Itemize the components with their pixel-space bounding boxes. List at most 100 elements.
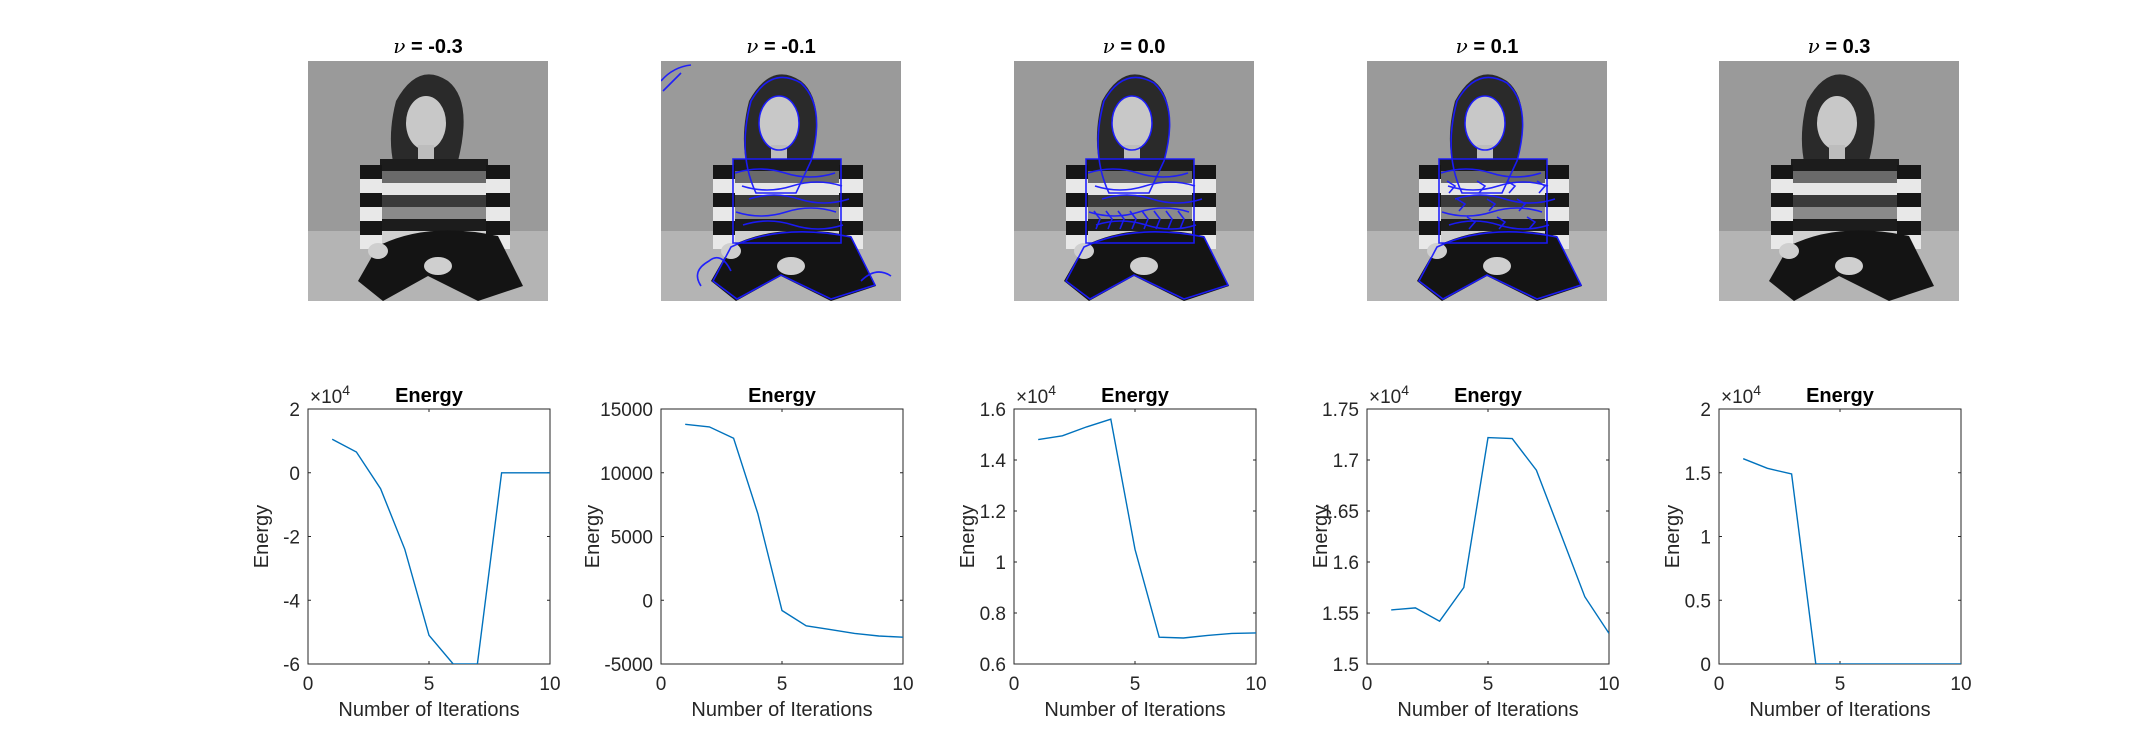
x-tick-label: 10 xyxy=(1950,674,1971,695)
photo-right-sleeve-stripe xyxy=(486,165,510,179)
photo-hand xyxy=(1779,243,1799,259)
plot-title: Energy xyxy=(1454,385,1523,407)
x-axis-label: Number of Iterations xyxy=(338,699,519,721)
photo-left-sleeve-stripe xyxy=(1066,165,1088,179)
segmentation-image-5 xyxy=(1719,61,1959,301)
y-tick-label: -6 xyxy=(283,655,300,676)
x-tick-label: 5 xyxy=(424,674,435,695)
photo-contours xyxy=(1064,76,1230,300)
y-axis-label: Energy xyxy=(1662,505,1684,568)
contour-stripe xyxy=(1448,220,1550,230)
x-axis-label: Number of Iterations xyxy=(1044,699,1225,721)
energy-line xyxy=(685,423,903,638)
contour-legs xyxy=(711,231,877,300)
photo-sweater-stripe xyxy=(733,171,841,183)
photo-left-sleeve-stripe xyxy=(1066,179,1088,193)
plot-title: Energy xyxy=(748,385,817,407)
photo-sweater-stripe xyxy=(1791,159,1899,171)
photo-sweater-stripe xyxy=(1086,171,1194,183)
plot-title: Energy xyxy=(1806,385,1875,407)
y-tick-label: 0.6 xyxy=(980,655,1006,676)
photo-left-sleeve-stripe xyxy=(1419,207,1441,221)
photo-left-sleeve-stripe xyxy=(360,179,382,193)
photo-face xyxy=(1817,96,1857,150)
photo-left-sleeve-stripe xyxy=(1771,165,1793,179)
photo-sweater-stripe xyxy=(1439,171,1547,183)
x-tick-label: 0 xyxy=(1362,674,1373,695)
y-axis-label: Energy xyxy=(251,505,273,568)
photo-face xyxy=(1465,96,1505,150)
photo-right-sleeve-stripe xyxy=(1545,221,1569,235)
y-tick-label: 10000 xyxy=(600,464,653,485)
contour-face xyxy=(758,95,800,151)
plot-axes-box xyxy=(1013,408,1257,665)
contour-sweater xyxy=(1438,158,1548,244)
y-tick-label: 15000 xyxy=(600,400,653,421)
contour-texture xyxy=(1105,210,1113,230)
photo-right-sleeve-stripe xyxy=(1545,179,1569,193)
y-tick-label: 1.6 xyxy=(980,400,1006,421)
y-tick-label: 1 xyxy=(1700,528,1711,549)
segmentation-image-4 xyxy=(1367,61,1607,301)
y-tick-label: 0.5 xyxy=(1685,591,1711,612)
photo-right-sleeve-stripe xyxy=(1192,165,1216,179)
photo-sweater-stripe xyxy=(380,207,488,219)
contour-legs xyxy=(1417,231,1583,300)
x-tick-label: 10 xyxy=(1598,674,1619,695)
photo-right-sleeve-stripe xyxy=(1897,221,1921,235)
energy-line xyxy=(1391,436,1609,634)
y-tick-label: 2 xyxy=(289,400,300,421)
segmentation-image-1 xyxy=(308,61,548,301)
y-tick-label: 1.5 xyxy=(1685,464,1711,485)
photo-contours xyxy=(1417,76,1583,300)
contour-face xyxy=(1464,95,1506,151)
photo-sweater-stripe xyxy=(1791,195,1899,207)
photo-left-sleeve-stripe xyxy=(1771,193,1793,207)
photo-right-sleeve-stripe xyxy=(486,193,510,207)
y-tick-label: 2 xyxy=(1700,400,1711,421)
photo-right-sleeve-stripe xyxy=(1192,221,1216,235)
photo-left-sleeve-stripe xyxy=(713,221,735,235)
photo-sweater-stripe xyxy=(1791,183,1899,195)
photo-right-sleeve-stripe xyxy=(839,179,863,193)
x-tick-label: 0 xyxy=(1009,674,1020,695)
contour-stripe xyxy=(1454,194,1556,204)
photo-left-sleeve-stripe xyxy=(1771,207,1793,221)
photo-right-sleeve-stripe xyxy=(1192,179,1216,193)
photo-left-sleeve-stripe xyxy=(1419,221,1441,235)
photo-left-sleeve-stripe xyxy=(1066,207,1088,221)
plot-axes-box xyxy=(660,408,904,665)
photo-right-sleeve-stripe xyxy=(1545,193,1569,207)
contour-stripe xyxy=(741,181,843,191)
image-title-1: ν = -0.3 xyxy=(393,34,463,58)
photo-left-sleeve-stripe xyxy=(1771,179,1793,193)
y-tick-label: 0 xyxy=(642,591,653,612)
photo-left-sleeve-stripe xyxy=(1771,221,1793,235)
x-tick-label: 5 xyxy=(1130,674,1141,695)
photo-left-sleeve-stripe xyxy=(1419,179,1441,193)
photo-left-sleeve-stripe xyxy=(360,193,382,207)
plot-axes-box xyxy=(1718,408,1962,665)
y-tick-label: 0 xyxy=(289,464,300,485)
x-tick-label: 0 xyxy=(1714,674,1725,695)
plot-title: Energy xyxy=(1101,385,1170,407)
energy-plot-4: 0 5 10 1.5 1.55 1.6 1.65 1.7 1.75 ×104 Energy Numbe… xyxy=(1310,382,1620,721)
photo-left-sleeve-stripe xyxy=(1066,193,1088,207)
contour-sweater xyxy=(1085,158,1195,244)
photo-left-sleeve-stripe xyxy=(1419,193,1441,207)
y-exponent-power: 4 xyxy=(1401,382,1409,398)
contour-corner xyxy=(661,64,692,92)
y-tick-label: -4 xyxy=(283,591,300,612)
y-exponent-power: 4 xyxy=(342,382,350,398)
photo-contours xyxy=(661,64,892,300)
contour-stripe xyxy=(1088,207,1190,217)
image-title-4: ν = 0.1 xyxy=(1455,34,1519,58)
contour-texture xyxy=(1117,210,1125,230)
contour-hair xyxy=(1097,76,1171,194)
y-exponent-power: 4 xyxy=(1048,382,1056,398)
y-tick-label: 1 xyxy=(995,553,1006,574)
photo-sweater-stripe xyxy=(1086,183,1194,195)
contour-face xyxy=(1111,95,1153,151)
